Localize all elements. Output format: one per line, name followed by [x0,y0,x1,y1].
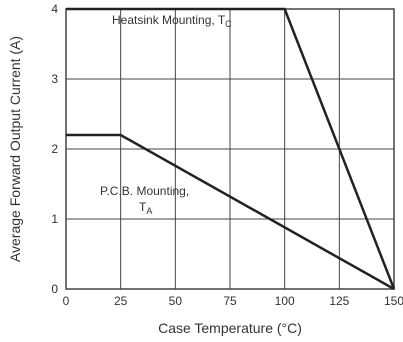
y-tick-label: 4 [51,2,58,16]
y-tick-label: 0 [51,282,58,296]
x-tick-label: 50 [169,294,183,308]
x-tick-label: 150 [384,294,403,308]
x-tick-label: 125 [329,294,349,308]
y-tick-labels: 0 1 2 3 4 [51,2,58,296]
x-tick-label: 25 [114,294,128,308]
x-tick-label: 100 [275,294,295,308]
x-tick-label: 75 [223,294,237,308]
grid-lines [66,9,394,289]
series-lines [66,7,396,291]
y-tick-label: 3 [51,72,58,86]
series-line-heatsink [66,7,396,290]
x-tick-labels: 0 25 50 75 100 125 150 [63,294,403,308]
y-tick-label: 2 [51,142,58,156]
annotation-pcb-line2: TA [139,200,152,216]
y-tick-label: 1 [51,212,58,226]
annotation-heatsink: Heatsink Mounting, TC [112,13,232,29]
x-tick-label: 0 [63,294,70,308]
y-axis-label: Average Forward Output Current (A) [7,36,23,262]
x-axis-label: Case Temperature (°C) [158,320,302,336]
annotation-pcb-line1: P.C.B. Mounting, [100,184,189,198]
series-line-pcb [66,133,395,291]
